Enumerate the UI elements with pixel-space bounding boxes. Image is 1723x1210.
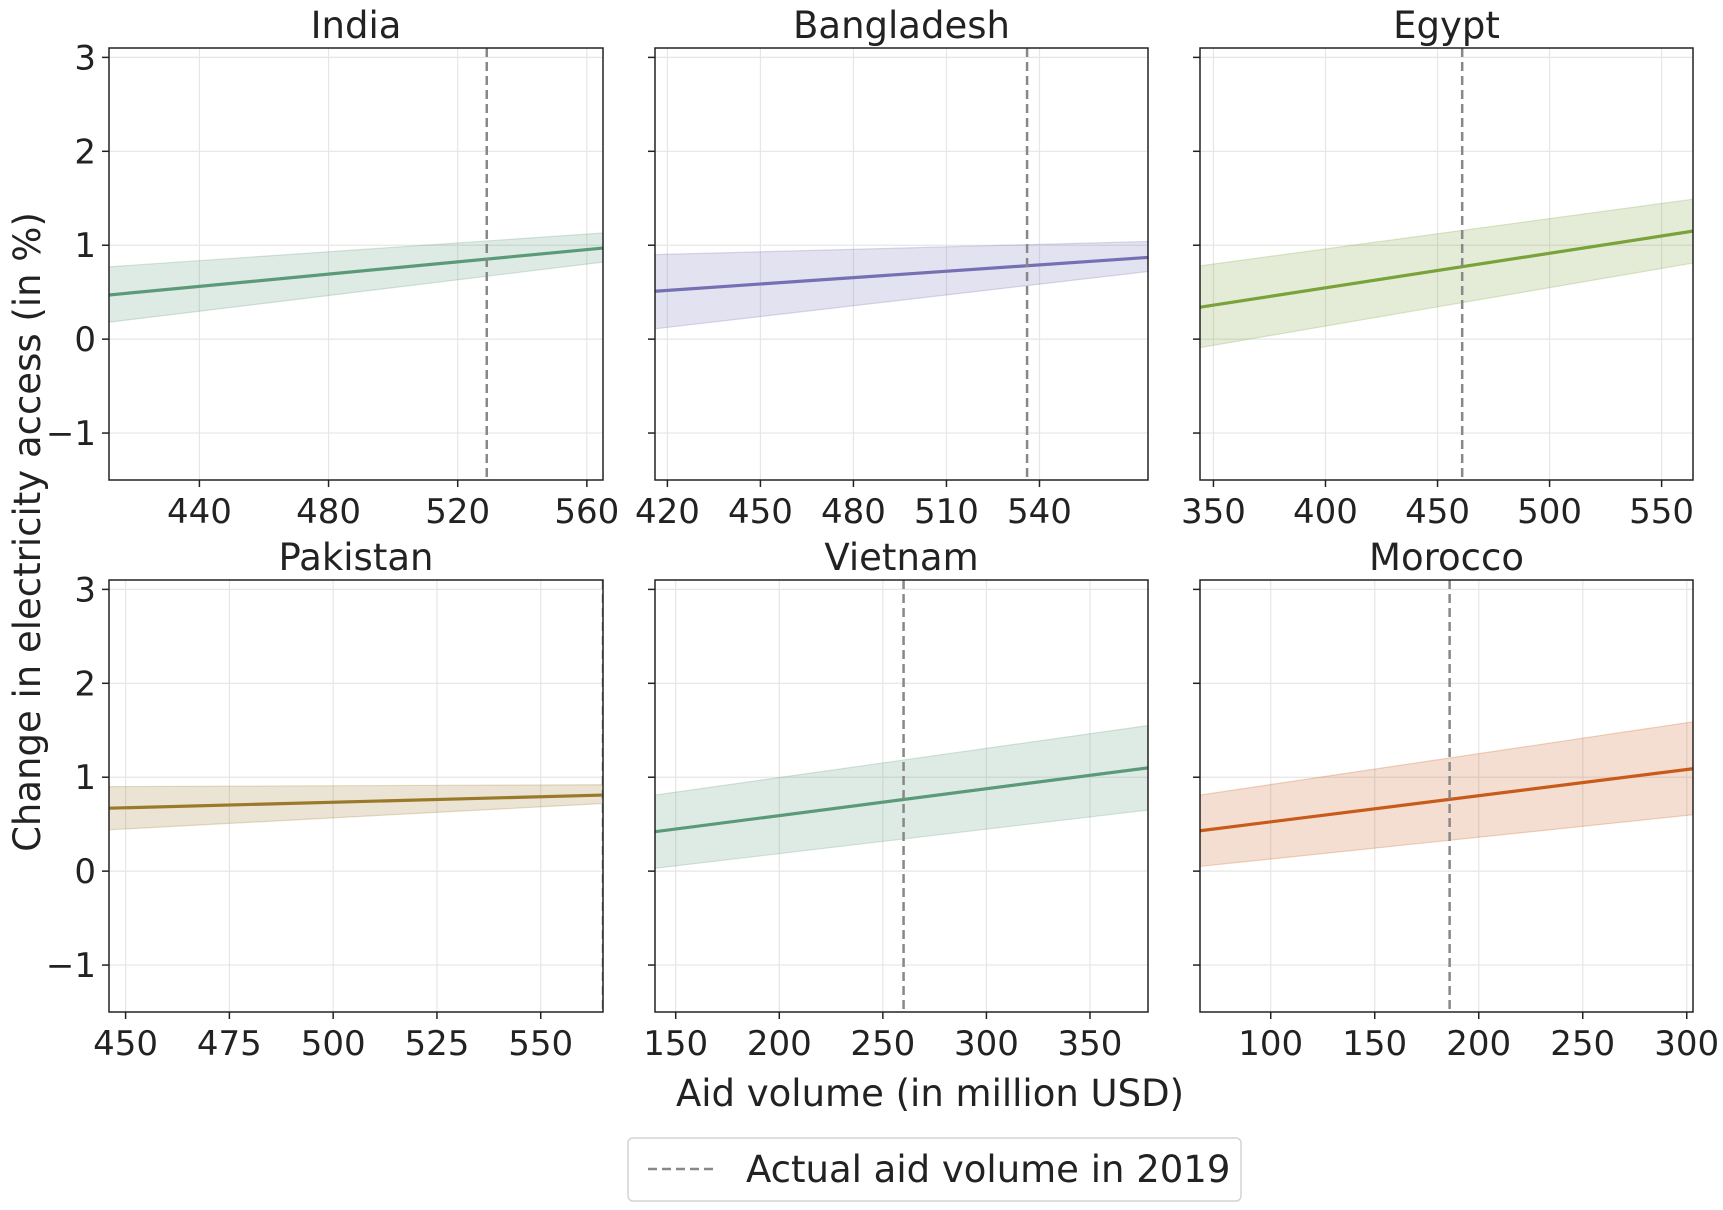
panel-bangladesh: 420 450 480 510 540 Bangladesh <box>635 4 1149 532</box>
x-tick-label: 200 <box>747 1024 812 1064</box>
panel-title: Bangladesh <box>793 4 1010 47</box>
panel-title: Vietnam <box>824 536 978 579</box>
x-tick-label: 400 <box>1293 492 1358 532</box>
x-tick-label: 150 <box>1342 1024 1407 1064</box>
plot-area <box>655 48 1148 480</box>
axes-frame <box>1199 47 1694 481</box>
x-tick-label: 350 <box>1058 1024 1123 1064</box>
legend-label: Actual aid volume in 2019 <box>746 1148 1230 1191</box>
panel-morocco: 100 150 200 250 300 Morocco <box>1193 536 1719 1064</box>
plot-area <box>1200 580 1693 1012</box>
axes-frame <box>654 47 1149 481</box>
effect-line <box>655 766 1148 834</box>
panel-pakistan: −1 0 1 2 3 450 475 500 525 550 Pakistan <box>46 536 604 1064</box>
x-tick-label: 300 <box>1654 1024 1719 1064</box>
effect-line <box>1200 229 1693 309</box>
y-tick-label: 1 <box>74 758 96 798</box>
x-tick-label: 560 <box>554 492 619 532</box>
x-tick-label: 300 <box>954 1024 1019 1064</box>
effect-line <box>655 255 1148 293</box>
legend-box <box>627 1137 1242 1202</box>
x-tick-label: 450 <box>728 492 793 532</box>
axes-frame <box>108 579 604 1013</box>
confidence-band <box>1200 198 1693 349</box>
plot-area <box>109 48 603 480</box>
effect-line <box>109 246 603 297</box>
x-tick-label: 480 <box>821 492 886 532</box>
y-tick-label: −1 <box>46 946 96 986</box>
plot-area <box>1200 48 1693 480</box>
legend: Actual aid volume in 2019 <box>627 1137 1242 1202</box>
x-tick-label: 350 <box>1181 492 1246 532</box>
y-tick-label: −1 <box>46 414 96 454</box>
x-tick-label: 480 <box>296 492 361 532</box>
x-tick-label: 450 <box>1405 492 1470 532</box>
plot-area <box>109 580 603 1012</box>
plot-area <box>655 580 1148 1012</box>
confidence-band <box>655 240 1148 330</box>
y-tick-label: 3 <box>74 570 96 610</box>
confidence-band <box>655 724 1148 869</box>
axes-frame <box>1199 579 1694 1013</box>
confidence-band <box>109 232 603 323</box>
y-tick-label: 0 <box>74 320 96 360</box>
x-tick-label: 420 <box>635 492 700 532</box>
x-tick-label: 500 <box>301 1024 366 1064</box>
x-tick-label: 500 <box>1517 492 1582 532</box>
panel-egypt: 350 400 450 500 550 Egypt <box>1181 4 1694 532</box>
confidence-band <box>1200 721 1693 868</box>
effect-line <box>1200 767 1693 833</box>
x-tick-label: 100 <box>1238 1024 1303 1064</box>
axes-frame <box>654 579 1149 1013</box>
y-tick-label: 1 <box>74 226 96 266</box>
x-tick-label: 450 <box>93 1024 158 1064</box>
y-axis-label: Change in electricity access (in %) <box>6 212 49 852</box>
x-tick-label: 525 <box>404 1024 469 1064</box>
x-tick-label: 150 <box>643 1024 708 1064</box>
panel-title: Egypt <box>1393 4 1500 47</box>
x-tick-label: 475 <box>197 1024 262 1064</box>
effect-line <box>109 793 603 810</box>
y-tick-label: 2 <box>74 664 96 704</box>
axes-frame <box>108 47 604 481</box>
x-tick-label: 250 <box>1550 1024 1615 1064</box>
x-axis-label: Aid volume (in million USD) <box>676 1072 1184 1115</box>
x-tick-label: 250 <box>850 1024 915 1064</box>
x-tick-label: 520 <box>425 492 490 532</box>
y-tick-label: 0 <box>74 852 96 892</box>
x-tick-label: 510 <box>914 492 979 532</box>
x-tick-label: 540 <box>1007 492 1072 532</box>
panel-title: India <box>311 4 402 47</box>
panels: −1 0 1 2 3 440 480 520 560 India 420 450 480 510 540 Ba… <box>46 4 1719 1064</box>
panel-title: Morocco <box>1369 536 1524 579</box>
x-tick-label: 550 <box>508 1024 573 1064</box>
confidence-band <box>109 784 603 831</box>
panel-india: −1 0 1 2 3 440 480 520 560 India <box>46 4 619 532</box>
panel-vietnam: 150 200 250 300 350 Vietnam <box>643 536 1149 1064</box>
y-tick-label: 2 <box>74 132 96 172</box>
x-tick-label: 440 <box>167 492 232 532</box>
y-tick-label: 3 <box>74 38 96 78</box>
x-tick-label: 200 <box>1446 1024 1511 1064</box>
panel-title: Pakistan <box>279 536 434 579</box>
x-tick-label: 550 <box>1629 492 1694 532</box>
